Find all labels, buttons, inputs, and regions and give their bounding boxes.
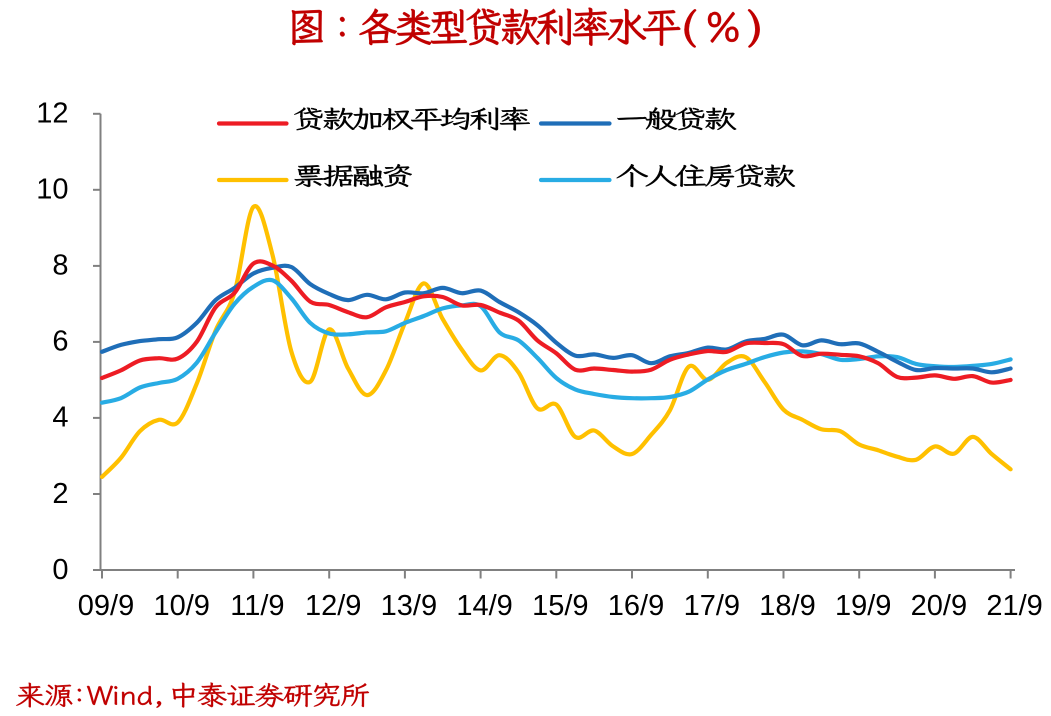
svg-text:13/9: 13/9: [381, 590, 437, 622]
svg-text:10/9: 10/9: [153, 590, 209, 622]
svg-text:18/9: 18/9: [759, 590, 815, 622]
svg-text:10: 10: [36, 174, 68, 206]
svg-text:17/9: 17/9: [684, 590, 740, 622]
svg-text:19/9: 19/9: [835, 590, 891, 622]
svg-text:12/9: 12/9: [305, 590, 361, 622]
svg-text:11/9: 11/9: [230, 590, 284, 622]
svg-text:6: 6: [52, 326, 68, 358]
svg-text:12: 12: [36, 98, 68, 130]
svg-text:14/9: 14/9: [456, 590, 512, 622]
svg-text:15/9: 15/9: [532, 590, 588, 622]
svg-text:09/9: 09/9: [78, 590, 134, 622]
svg-text:16/9: 16/9: [608, 590, 664, 622]
svg-text:0: 0: [52, 554, 68, 586]
svg-text:2: 2: [52, 478, 68, 510]
svg-text:21/9: 21/9: [986, 590, 1042, 622]
svg-text:20/9: 20/9: [911, 590, 967, 622]
svg-text:4: 4: [52, 402, 68, 434]
svg-text:8: 8: [52, 250, 68, 282]
